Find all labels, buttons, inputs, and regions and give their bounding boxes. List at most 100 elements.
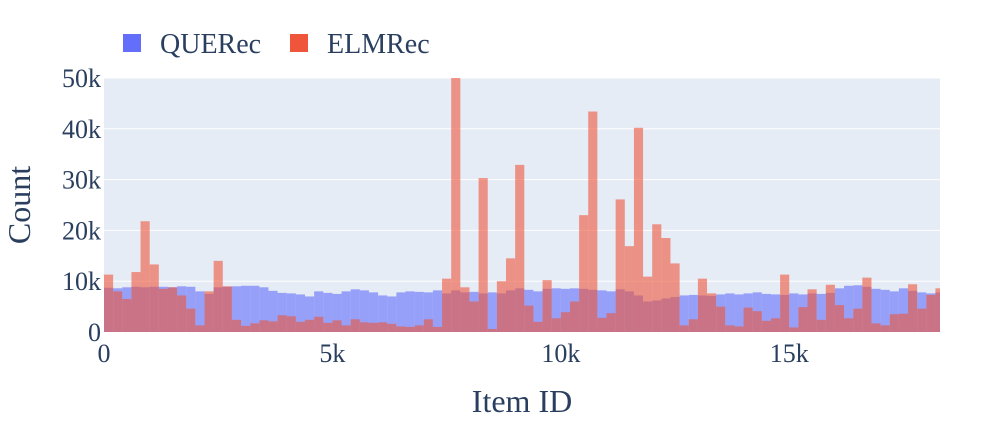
bar-querec	[533, 291, 543, 332]
bar-elmrec	[250, 323, 260, 332]
bar-elmrec	[908, 284, 918, 332]
bar-elmrec	[697, 278, 708, 332]
legend-label-elmrec[interactable]: ELMRec	[327, 29, 430, 60]
bar-querec	[259, 287, 269, 332]
bar-elmrec	[844, 318, 854, 332]
y-axis-title: Count	[1, 166, 37, 244]
bar-querec	[770, 294, 781, 332]
bar-elmrec	[579, 215, 589, 332]
y-tick-label: 0	[88, 318, 101, 347]
bar-elmrec	[423, 319, 433, 332]
bar-elmrec	[442, 278, 452, 332]
bar-elmrec	[149, 264, 159, 332]
bar-elmrec	[624, 246, 634, 332]
bar-elmrec	[314, 316, 324, 332]
bar-elmrec	[158, 288, 168, 332]
bar-querec	[295, 294, 306, 332]
bar-elmrec	[643, 276, 653, 332]
bar-querec	[378, 295, 388, 332]
y-tick-label: 30k	[62, 166, 101, 195]
y-axis-ticks: 0 10k 20k 30k 40k 50k	[62, 64, 101, 347]
bar-elmrec	[917, 308, 927, 332]
bar-elmrec	[113, 291, 123, 332]
bar-elmrec	[789, 327, 799, 332]
bar-elmrec	[469, 301, 479, 332]
bar-elmrec	[286, 316, 296, 332]
bar-elmrec	[853, 308, 863, 332]
bar-querec	[889, 291, 899, 332]
bar-elmrec	[432, 326, 443, 332]
bar-elmrec	[834, 305, 845, 332]
bar-elmrec	[131, 272, 141, 332]
bar-elmrec	[478, 178, 488, 332]
bar-elmrec	[451, 78, 461, 332]
bar-querec	[487, 292, 497, 332]
y-tick-label: 20k	[62, 216, 101, 245]
bar-querec	[323, 292, 333, 332]
bar-querec	[231, 286, 242, 332]
bar-elmrec	[368, 322, 379, 332]
bar-elmrec	[935, 288, 940, 332]
bar-elmrec	[661, 238, 671, 332]
bar-elmrec	[305, 319, 315, 332]
bar-querec	[268, 290, 278, 332]
bar-querec	[350, 289, 360, 332]
bar-elmrec	[707, 293, 717, 332]
bar-elmrec	[177, 295, 187, 332]
bar-querec	[359, 290, 369, 332]
bar-elmrec	[487, 328, 497, 332]
bar-elmrec	[414, 325, 424, 332]
bar-querec	[341, 291, 351, 332]
bar-elmrec	[405, 326, 415, 332]
bar-elmrec	[734, 326, 744, 332]
bar-querec	[277, 292, 287, 332]
bar-elmrec	[140, 221, 150, 332]
bar-elmrec	[633, 127, 644, 332]
bar-querec	[286, 293, 296, 332]
bar-querec	[606, 291, 616, 332]
y-tick-label: 50k	[62, 64, 101, 93]
bar-elmrec	[341, 325, 351, 332]
bar-elmrec	[533, 321, 543, 332]
bar-elmrec	[889, 314, 899, 332]
bar-querec	[761, 293, 771, 332]
bar-elmrec	[506, 258, 516, 332]
bar-elmrec	[277, 315, 287, 332]
y-tick-label: 10k	[62, 267, 101, 296]
legend-label-querec[interactable]: QUERec	[160, 29, 261, 60]
bar-querec	[551, 288, 561, 332]
bar-querec	[898, 288, 909, 332]
bar-querec	[679, 295, 689, 332]
bar-elmrec	[898, 313, 909, 332]
legend-swatch-elmrec	[290, 34, 308, 52]
legend-swatch-querec	[123, 34, 141, 52]
bar-querec	[241, 285, 251, 332]
bar-querec	[789, 293, 799, 332]
x-axis-ticks: 0 5k 10k 15k	[98, 339, 809, 368]
bar-elmrec	[688, 319, 698, 332]
bar-querec	[560, 288, 570, 332]
bar-elmrec	[606, 313, 616, 332]
bar-querec	[432, 290, 443, 332]
bar-elmrec	[259, 320, 269, 332]
bar-elmrec	[780, 274, 790, 332]
bar-elmrec	[670, 263, 680, 332]
bar-querec	[871, 288, 881, 332]
bar-querec	[314, 291, 324, 332]
bar-querec	[250, 285, 260, 332]
bar-elmrec	[222, 286, 232, 332]
bar-querec	[816, 293, 826, 332]
bar-elmrec	[104, 274, 114, 332]
series-elmrec	[104, 78, 940, 332]
bar-elmrec	[597, 317, 607, 332]
bar-elmrec	[378, 322, 388, 332]
x-axis-title: Item ID	[472, 383, 572, 419]
bar-elmrec	[615, 199, 625, 332]
bar-querec	[195, 291, 205, 332]
bar-elmrec	[460, 287, 470, 332]
bar-elmrec	[652, 224, 662, 332]
bar-elmrec	[231, 319, 242, 332]
bar-elmrec	[195, 325, 205, 332]
bar-querec	[368, 292, 379, 332]
bar-elmrec	[359, 322, 369, 332]
